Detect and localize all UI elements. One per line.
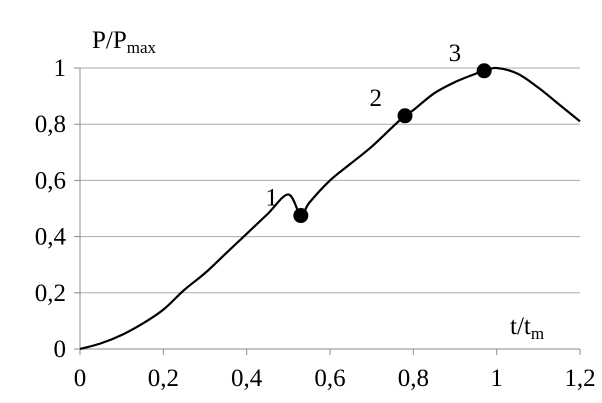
point-marker-2 xyxy=(397,108,413,124)
x-axis-title-sub: m xyxy=(531,324,544,343)
y-tick-label-2: 0,4 xyxy=(35,224,67,251)
y-tick-label-0: 0 xyxy=(54,336,67,363)
point-marker-3 xyxy=(476,63,492,79)
y-tick-label-1: 0,2 xyxy=(35,280,66,307)
x-tick-label-5: 1 xyxy=(490,365,503,392)
tick-labels: 0 0,2 0,4 0,6 0,8 1 1,2 0 0,2 0,4 0,6 0,8 1 xyxy=(35,55,596,392)
x-axis-title-main: t/t xyxy=(510,313,531,340)
x-tick-label-3: 0,6 xyxy=(314,365,345,392)
point-label-2: 2 xyxy=(370,85,383,112)
x-tick-label-6: 1,2 xyxy=(564,365,595,392)
x-tick-label-2: 0,4 xyxy=(231,365,263,392)
series xyxy=(79,66,581,351)
y-tick-label-4: 0,8 xyxy=(35,111,66,138)
y-axis-title-sub: max xyxy=(127,38,157,57)
point-label-1: 1 xyxy=(265,185,278,212)
x-axis-title: t/tm xyxy=(510,313,544,343)
x-tick-label-4: 0,8 xyxy=(398,365,429,392)
point-label-3: 3 xyxy=(449,40,462,67)
y-tick-label-5: 1 xyxy=(54,55,67,82)
point-marker-1 xyxy=(293,208,309,224)
y-axis-title: P/Pmax xyxy=(92,27,157,57)
axes xyxy=(74,67,581,355)
x-tick-label-1: 0,2 xyxy=(148,365,179,392)
y-tick-label-3: 0,6 xyxy=(35,167,66,194)
markers: 1 2 3 xyxy=(265,40,492,224)
x-tick-label-0: 0 xyxy=(74,365,87,392)
y-axis-title-main: P/P xyxy=(92,27,127,54)
series-line xyxy=(79,66,581,351)
